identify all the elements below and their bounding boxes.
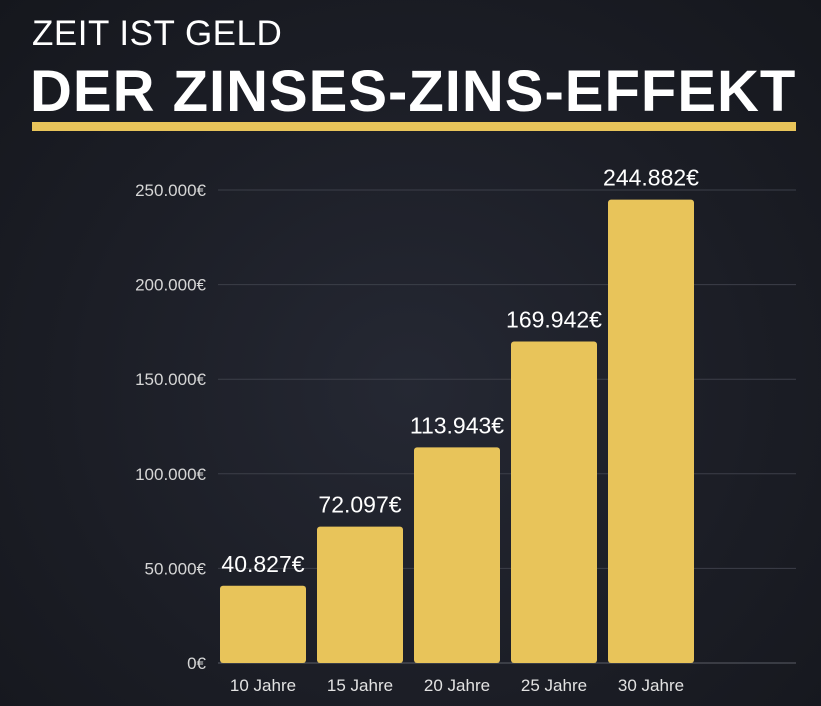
grid-lines	[218, 189, 796, 664]
value-label: 40.827€	[221, 551, 304, 577]
x-tick-label: 20 Jahre	[424, 676, 490, 695]
x-tick-label: 10 Jahre	[230, 676, 296, 695]
y-axis-ticks: 0€ 50.000€ 100.000€ 150.000€ 200.000€ 250.000…	[135, 181, 206, 673]
value-labels: 40.827€ 72.097€ 113.943€ 169.942€ 244.882€	[221, 165, 699, 577]
y-tick-label: 150.000€	[135, 370, 206, 389]
bars	[220, 199, 694, 663]
bar-4	[511, 341, 597, 663]
y-tick-label: 200.000€	[135, 276, 206, 295]
y-tick-label: 0€	[187, 654, 206, 673]
bar-2	[317, 526, 403, 663]
x-tick-label: 25 Jahre	[521, 676, 587, 695]
y-tick-label: 50.000€	[145, 559, 207, 578]
bar-5	[608, 199, 694, 663]
y-tick-label: 100.000€	[135, 465, 206, 484]
value-label: 169.942€	[506, 306, 602, 332]
bar-1	[220, 585, 306, 663]
x-axis-labels: 10 Jahre 15 Jahre 20 Jahre 25 Jahre 30 Jahre	[230, 676, 684, 695]
value-label: 72.097€	[318, 492, 401, 518]
value-label: 113.943€	[410, 412, 504, 438]
page-title: DER ZINSES-ZINS-EFFEKT	[30, 59, 797, 124]
subtitle: ZEIT IST GELD	[32, 14, 283, 53]
y-tick-label: 250.000€	[135, 181, 206, 200]
bar-3	[414, 447, 500, 663]
value-label: 244.882€	[603, 165, 699, 191]
x-tick-label: 15 Jahre	[327, 676, 393, 695]
title-underline	[32, 122, 796, 131]
x-tick-label: 30 Jahre	[618, 676, 684, 695]
